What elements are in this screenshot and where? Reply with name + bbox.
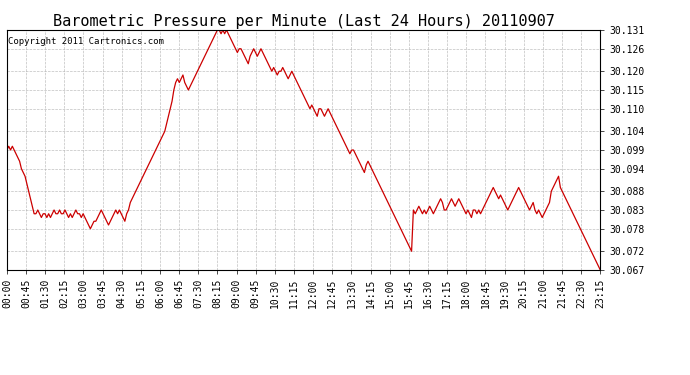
Text: Copyright 2011 Cartronics.com: Copyright 2011 Cartronics.com bbox=[8, 37, 164, 46]
Title: Barometric Pressure per Minute (Last 24 Hours) 20110907: Barometric Pressure per Minute (Last 24 … bbox=[52, 14, 555, 29]
